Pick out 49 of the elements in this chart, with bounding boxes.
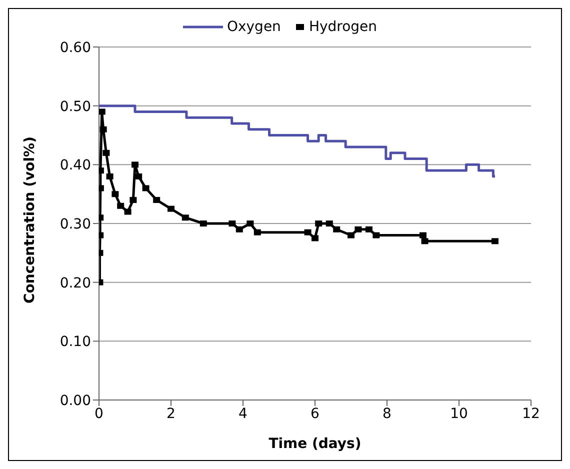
y-tick-label: 0.10 <box>60 334 91 350</box>
point <box>117 202 124 209</box>
x-tick-label: 6 <box>310 406 320 422</box>
point <box>106 173 114 180</box>
point <box>132 162 138 168</box>
point <box>124 208 132 215</box>
y-axis-title: Concentration (vol%) <box>22 136 38 304</box>
y-tick-label: 0.20 <box>60 275 91 292</box>
point <box>200 220 207 226</box>
point <box>254 229 261 236</box>
x-axis-title: Time (days) <box>268 436 362 452</box>
point <box>153 196 160 203</box>
point <box>102 150 110 156</box>
x-tick-label: 0 <box>94 406 104 422</box>
x-tick-label: 12 <box>522 406 540 422</box>
legend-label: Hydrogen <box>308 19 378 35</box>
point <box>246 220 254 226</box>
point <box>366 226 372 232</box>
y-tick-label: 0.00 <box>60 392 91 409</box>
x-tick-label: 10 <box>450 406 468 422</box>
point <box>333 226 340 232</box>
point <box>354 226 362 232</box>
point <box>420 232 426 238</box>
x-tick-label: 2 <box>166 406 176 422</box>
point <box>348 232 354 238</box>
point <box>372 232 380 238</box>
point <box>236 226 243 232</box>
point <box>142 185 150 192</box>
point <box>100 126 107 132</box>
point <box>130 196 137 203</box>
y-tick-label: 0.60 <box>60 40 91 56</box>
y-tick-label: 0.30 <box>60 216 91 232</box>
y-tick-label: 0.50 <box>60 98 91 115</box>
point <box>326 220 333 226</box>
x-tick-label: 8 <box>382 406 392 422</box>
point <box>228 220 236 226</box>
point <box>99 108 106 115</box>
point <box>304 229 312 236</box>
point <box>168 206 174 212</box>
point <box>182 214 189 221</box>
point <box>135 173 142 180</box>
point <box>312 235 318 242</box>
point <box>492 238 498 244</box>
y-tick-label: 0.40 <box>60 158 91 174</box>
x-tick-label: 4 <box>238 406 248 422</box>
legend-label: Oxygen <box>226 19 281 35</box>
point <box>112 191 119 198</box>
point <box>315 220 322 226</box>
point <box>421 238 428 244</box>
